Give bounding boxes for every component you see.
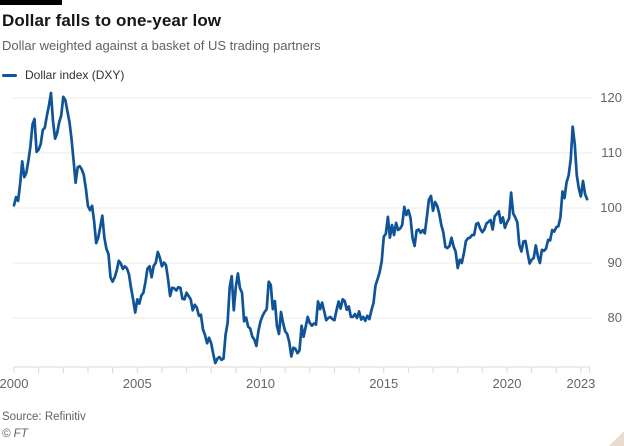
x-axis-label: 2023 [566, 376, 596, 391]
chart-subtitle: Dollar weighted against a basket of US t… [2, 38, 321, 53]
x-axis-label: 2020 [492, 376, 522, 391]
y-axis-label: 100 [600, 200, 622, 215]
x-axis-label: 2000 [0, 376, 29, 391]
y-axis-label: 90 [607, 255, 622, 270]
y-axis-label: 120 [600, 90, 622, 105]
y-axis-label: 110 [601, 145, 622, 160]
legend-line-swatch [2, 73, 17, 77]
corner-resize-triangle-icon [609, 431, 624, 446]
x-axis-label: 2010 [246, 376, 275, 391]
x-axis-label: 2005 [122, 376, 152, 391]
x-axis-label: 2015 [369, 376, 399, 391]
dxy-series-line [12, 91, 589, 365]
y-axis-label: 80 [607, 310, 622, 325]
title-accent-bar [0, 0, 62, 5]
ft-copyright: © FT [2, 428, 28, 440]
legend: Dollar index (DXY) [2, 68, 124, 82]
source-note: Source: Refinitiv [2, 411, 86, 423]
legend-label: Dollar index (DXY) [25, 68, 125, 82]
page-title: Dollar falls to one-year low [2, 11, 222, 30]
